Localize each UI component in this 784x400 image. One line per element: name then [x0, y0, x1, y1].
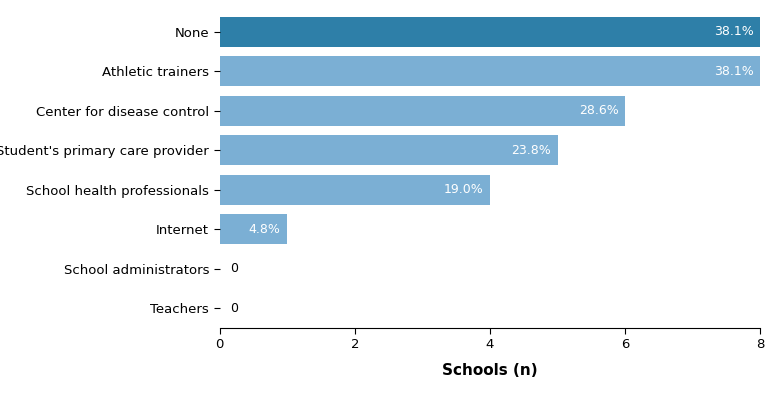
- Bar: [220, 175, 490, 204]
- Bar: [220, 17, 760, 46]
- Bar: [220, 96, 626, 126]
- Text: 38.1%: 38.1%: [714, 25, 753, 38]
- Bar: [220, 136, 557, 165]
- Text: 38.1%: 38.1%: [714, 65, 753, 78]
- Bar: [220, 56, 760, 86]
- Text: 0: 0: [230, 302, 238, 315]
- Text: 0: 0: [230, 262, 238, 275]
- Text: 28.6%: 28.6%: [579, 104, 619, 117]
- X-axis label: Schools (n): Schools (n): [442, 362, 538, 378]
- Text: 4.8%: 4.8%: [249, 223, 281, 236]
- Bar: [220, 214, 287, 244]
- Text: 19.0%: 19.0%: [444, 183, 483, 196]
- Text: 23.8%: 23.8%: [511, 144, 551, 157]
